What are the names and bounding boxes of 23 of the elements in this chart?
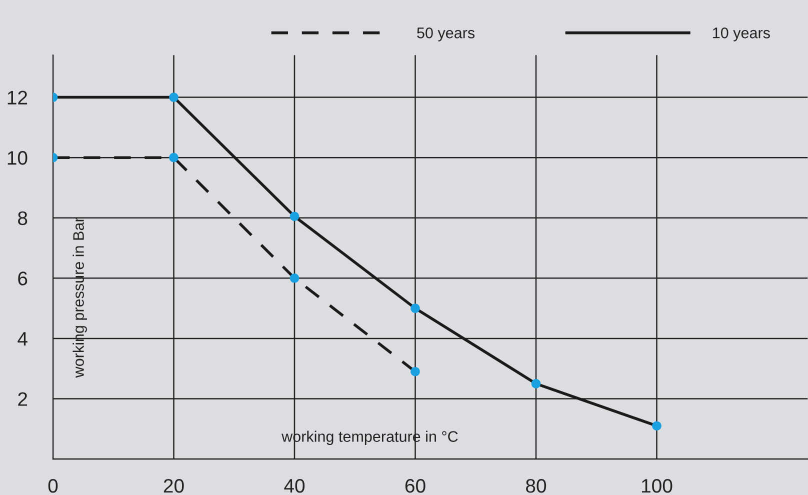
- y-tick-label: 8: [18, 211, 28, 226]
- y-axis-title: working pressure in Bar: [72, 217, 87, 378]
- point: [290, 212, 300, 222]
- point: [531, 378, 541, 388]
- point: [290, 273, 300, 283]
- point: [410, 366, 420, 376]
- point: [410, 304, 420, 313]
- text: 10 years: [713, 28, 770, 42]
- x-tick-label: 20: [164, 478, 184, 493]
- x-tick-label: 80: [526, 478, 546, 493]
- x-tick-label: 40: [284, 478, 305, 493]
- point: [652, 421, 662, 431]
- y-tick-label: 4: [18, 332, 28, 346]
- x-tick-label: 60: [405, 478, 426, 493]
- point: [169, 152, 178, 162]
- y-tick-label: 2: [18, 392, 28, 406]
- x-tick-label: 0: [48, 478, 58, 493]
- text: 50 years: [417, 28, 475, 42]
- y-tick-label: 10: [8, 151, 28, 165]
- y-tick-label: 12: [8, 90, 28, 104]
- x-tick-label: 100: [642, 478, 672, 493]
- point: [169, 92, 178, 102]
- y-tick-label: 6: [18, 272, 28, 286]
